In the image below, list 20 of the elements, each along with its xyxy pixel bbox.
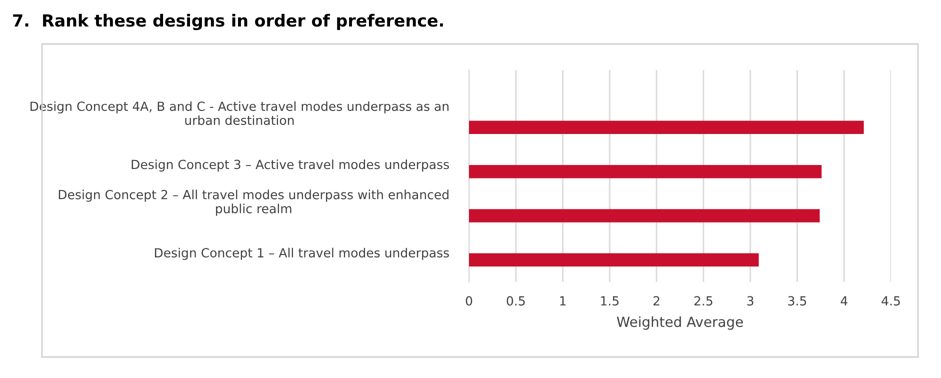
x-tick-label: 3 [747, 296, 754, 306]
y-tick-label: Design Concept 4A, B and C - Active travel modes underpass as an urban destination [30, 101, 448, 125]
x-tick-label: 0 [466, 296, 472, 306]
x-tick-label: 0.5 [506, 296, 525, 306]
x-tick-label: 2.5 [694, 296, 712, 306]
x-tick-label: 4.5 [882, 296, 900, 306]
y-tick-label: Design Concept 3 – Active travel modes underpass [132, 159, 449, 172]
x-axis-title: Weighted Average [616, 316, 743, 330]
x-tick-label: 4 [840, 296, 848, 306]
x-tick-label: 2 [653, 296, 660, 306]
bar [469, 164, 822, 178]
x-tick-label: 1.5 [601, 296, 619, 306]
bar [469, 120, 864, 134]
bar [469, 253, 759, 267]
text: 7. Rank these designs in order of preference. [13, 14, 443, 30]
x-tick-label: 3.5 [788, 296, 806, 306]
bar [469, 209, 820, 222]
y-tick-label: Design Concept 1 – All travel modes underpass [154, 248, 449, 260]
y-tick-label: Design Concept 2 – All travel modes underpass with enhanced public realm [58, 190, 448, 216]
x-tick-label: 1 [560, 296, 566, 306]
